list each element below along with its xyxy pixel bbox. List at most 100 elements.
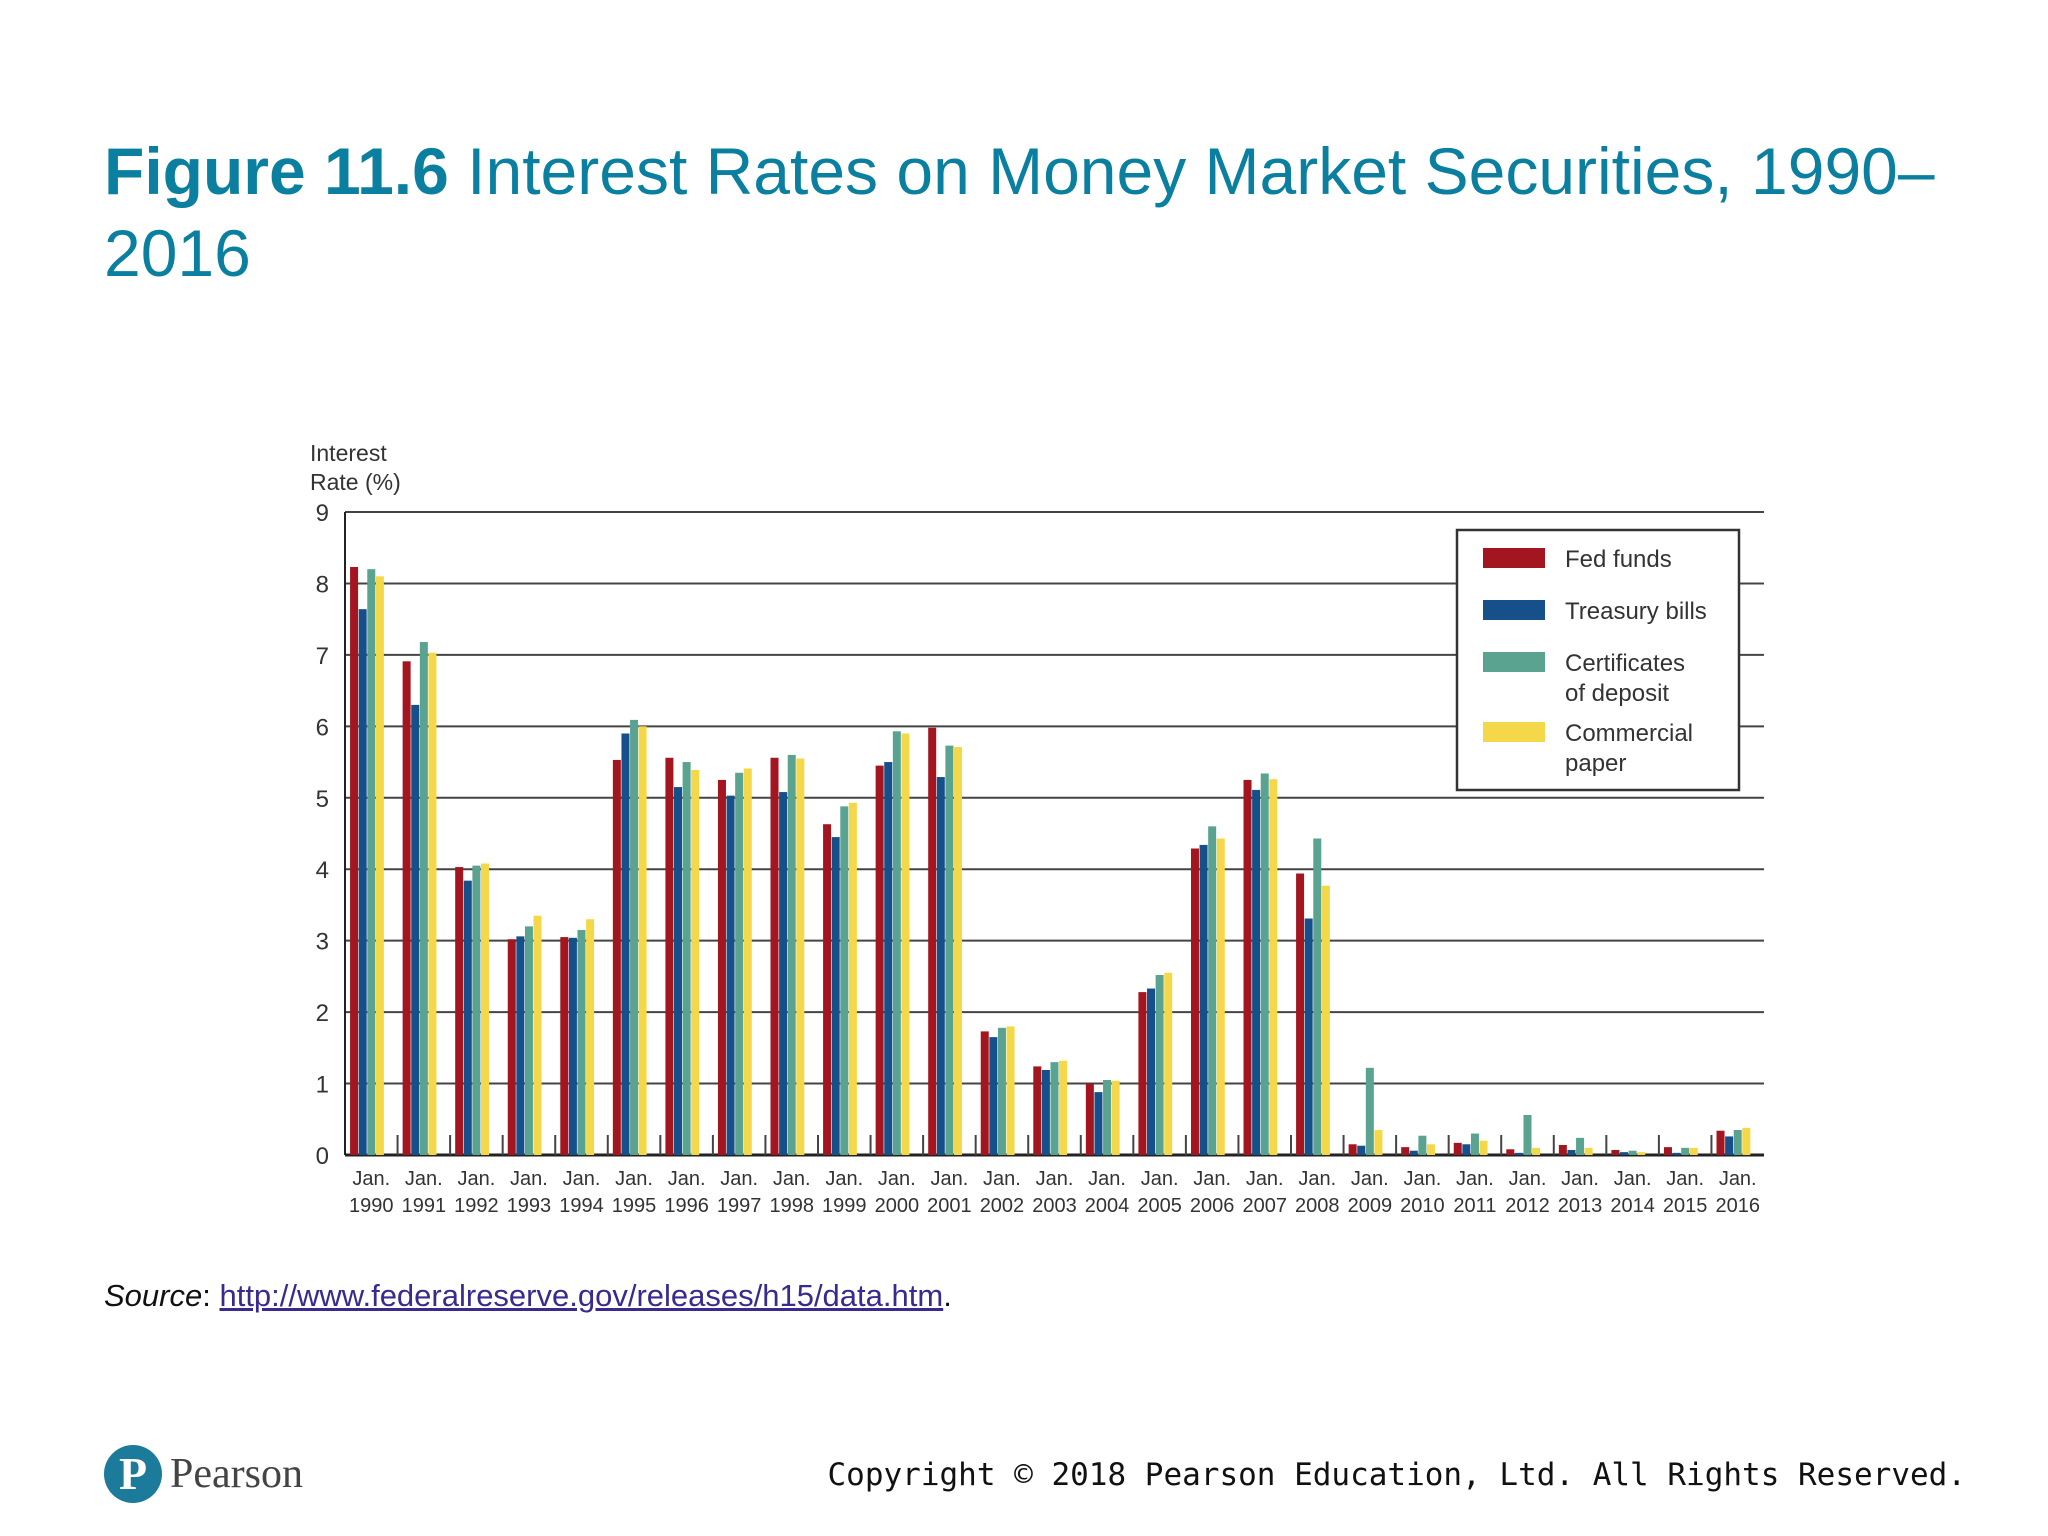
x-tick-label: Jan. (668, 1168, 706, 1190)
bar (823, 824, 832, 1155)
x-tick-label: Jan. (878, 1168, 916, 1190)
bar (1576, 1137, 1585, 1155)
bar (691, 769, 700, 1155)
bar (1216, 838, 1225, 1155)
legend-label: Commercial (1565, 720, 1693, 747)
y-tick-label: 2 (316, 1000, 329, 1027)
x-tick-label: 2014 (1610, 1195, 1655, 1217)
bar (1094, 1092, 1103, 1155)
x-tick-label: 1997 (717, 1195, 762, 1217)
bar (1190, 848, 1199, 1155)
bar (1409, 1150, 1418, 1155)
x-tick-label: 2016 (1715, 1195, 1760, 1217)
bar (533, 915, 542, 1155)
legend-label: of deposit (1565, 680, 1669, 707)
bar (1672, 1152, 1681, 1155)
y-tick-label: 1 (316, 1072, 329, 1099)
x-tick-label: 2004 (1085, 1195, 1130, 1217)
x-tick-label: Jan. (1193, 1168, 1231, 1190)
bar (848, 802, 857, 1155)
legend-label: Fed funds (1565, 546, 1672, 573)
bar (884, 762, 893, 1155)
bar (1558, 1144, 1567, 1155)
bar (638, 726, 647, 1155)
bar (928, 727, 937, 1155)
x-tick-label: Jan. (1456, 1168, 1494, 1190)
bar (945, 745, 954, 1155)
bar (480, 863, 489, 1155)
x-tick-label: 2005 (1137, 1195, 1182, 1217)
x-tick-label: Jan. (825, 1168, 863, 1190)
bar (1138, 992, 1147, 1155)
bar (1611, 1149, 1620, 1155)
bar (1313, 838, 1322, 1155)
bar (1532, 1147, 1541, 1155)
bar (1085, 1083, 1094, 1155)
bar (1725, 1136, 1734, 1155)
bar (1681, 1147, 1690, 1155)
bar (630, 719, 639, 1155)
bar (980, 1031, 989, 1155)
y-tick-label: 3 (316, 929, 329, 956)
bar (560, 937, 569, 1155)
x-tick-label: Jan. (352, 1168, 390, 1190)
x-tick-label: Jan. (457, 1168, 495, 1190)
bar (1374, 1129, 1383, 1155)
x-tick-label: Jan. (1509, 1168, 1547, 1190)
bar (796, 758, 805, 1155)
copyright-notice: Copyright © 2018 Pearson Education, Ltd.… (827, 1457, 1966, 1493)
bar (1689, 1147, 1698, 1155)
bar (901, 733, 910, 1155)
bar (1147, 988, 1156, 1155)
x-tick-label: Jan. (1561, 1168, 1599, 1190)
x-tick-label: 2002 (980, 1195, 1025, 1217)
x-tick-label: 2006 (1190, 1195, 1235, 1217)
bar (358, 609, 367, 1155)
bar (1418, 1135, 1427, 1155)
bar (367, 569, 376, 1155)
legend-swatch (1483, 722, 1545, 742)
x-tick-label: Jan. (563, 1168, 601, 1190)
figure-label: Figure 11.6 (104, 134, 449, 208)
x-tick-label: Jan. (1403, 1168, 1441, 1190)
x-tick-label: 1996 (664, 1195, 709, 1217)
bar (507, 939, 516, 1155)
x-tick-label: 1990 (349, 1195, 394, 1217)
bar (1663, 1147, 1672, 1155)
bar (577, 929, 586, 1155)
bar (1155, 974, 1164, 1155)
x-tick-label: 1992 (454, 1195, 499, 1217)
x-tick-label: Jan. (1666, 1168, 1704, 1190)
bar (1348, 1144, 1357, 1155)
bar (1296, 873, 1305, 1155)
bar (1006, 1026, 1015, 1155)
y-axis-label: Rate (%) (310, 469, 401, 495)
bar (1584, 1147, 1593, 1155)
legend-label: Certificates (1565, 650, 1685, 677)
bar (1357, 1145, 1366, 1155)
bar (1304, 918, 1313, 1155)
x-tick-label: 2003 (1032, 1195, 1077, 1217)
source-link[interactable]: http://www.federalreserve.gov/releases/h… (219, 1278, 944, 1313)
bar (875, 765, 884, 1155)
x-tick-label: 2001 (927, 1195, 972, 1217)
bar (375, 576, 384, 1155)
bar (1628, 1150, 1637, 1155)
bar (665, 757, 674, 1155)
bar (989, 1037, 998, 1155)
x-tick-label: 2009 (1348, 1195, 1393, 1217)
bar (402, 661, 411, 1155)
bar (1321, 885, 1330, 1155)
y-tick-label: 7 (316, 643, 329, 670)
bar (1637, 1152, 1646, 1155)
x-tick-label: 2012 (1505, 1195, 1550, 1217)
bar (411, 704, 420, 1155)
x-tick-label: Jan. (720, 1168, 758, 1190)
bar (621, 733, 630, 1155)
bar (674, 787, 683, 1155)
bar (787, 754, 796, 1155)
y-tick-label: 0 (316, 1143, 329, 1170)
bar (840, 806, 849, 1155)
x-tick-label: 2011 (1453, 1195, 1496, 1217)
